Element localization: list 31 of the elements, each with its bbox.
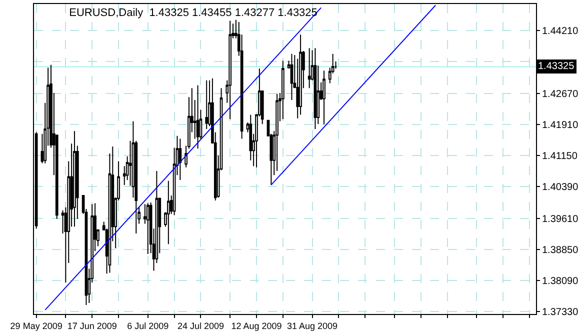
y-tick-label: 1.44210 (542, 26, 579, 38)
candlestick (290, 53, 294, 100)
candlestick (228, 20, 232, 120)
x-tick-label: 24 Jul 2009 (177, 320, 224, 331)
candlestick (167, 180, 170, 245)
x-tick-label: 17 Jun 2009 (67, 320, 117, 331)
y-tick-label: 1.39610 (542, 214, 579, 225)
x-tick-label: 12 Aug 2009 (231, 320, 282, 331)
y-tick-label: 1.38850 (542, 244, 579, 256)
candlestick (322, 70, 326, 125)
candlestick (282, 60, 284, 120)
candlestick (205, 80, 208, 130)
candlestick (314, 48, 317, 130)
chart-title: EURUSD,Daily 1.43325 1.43455 1.43277 1.43325 (69, 7, 318, 20)
y-tick-label: 1.38090 (542, 276, 579, 288)
candlestick (276, 93, 278, 172)
candlestick (299, 34, 302, 116)
y-tick-label: 1.41150 (542, 151, 578, 162)
candlestick (196, 84, 200, 150)
x-tick-label: 31 Aug 2009 (287, 320, 338, 331)
y-tick-label: 1.41910 (542, 120, 579, 131)
candlestick (308, 48, 311, 89)
x-tick-label: 6 Jul 2009 (127, 320, 169, 331)
candlestick (146, 202, 150, 254)
candlestick (178, 138, 182, 181)
candlestick (73, 130, 76, 228)
y-tick-label: 1.42670 (542, 88, 579, 100)
ref-line-label: 1.43325 (538, 61, 575, 72)
x-tick-label: 29 May 2009 (10, 320, 62, 331)
y-tick-label: 1.40390 (542, 182, 579, 194)
y-tick-label: 1.37330 (542, 307, 579, 318)
